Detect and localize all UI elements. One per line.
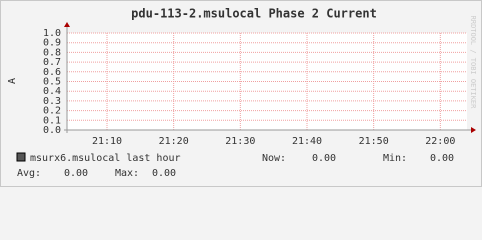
y-tick-label: 0.6	[43, 67, 61, 78]
stat-label: Now:	[262, 153, 286, 164]
chart: pdu-113-2.msulocal Phase 2 Current A RRD…	[0, 0, 482, 187]
y-axis-arrow	[64, 22, 70, 27]
stat-value: 0.00	[64, 168, 88, 179]
stat-label: Min:	[383, 153, 407, 164]
legend-label: msurx6.msulocal last hour	[30, 153, 181, 164]
legend-swatch	[16, 152, 26, 162]
stat-value: 0.00	[152, 168, 176, 179]
x-tick-label: 21:10	[92, 136, 122, 147]
x-axis-arrow	[471, 127, 476, 133]
y-tick-label: 0.4	[43, 86, 61, 97]
stat-value: 0.00	[312, 153, 336, 164]
x-tick-label: 21:50	[359, 136, 389, 147]
y-tick-label: 1.0	[43, 28, 61, 39]
stat-label: Max:	[115, 168, 139, 179]
x-tick-label: 21:40	[292, 136, 322, 147]
y-tick-label: 0.1	[43, 115, 61, 126]
y-tick-label: 0.0	[43, 125, 61, 136]
y-tick-label: 0.9	[43, 38, 61, 49]
watermark: RRDTOOL / TOBI OETIKER	[469, 16, 477, 110]
stat-value: 0.00	[430, 153, 454, 164]
x-tick-label: 22:00	[425, 136, 455, 147]
y-tick-label: 0.8	[43, 47, 61, 58]
y-axis-label: A	[7, 78, 18, 84]
x-tick-label: 21:20	[159, 136, 189, 147]
x-tick-label: 21:30	[225, 136, 255, 147]
y-tick-label: 0.3	[43, 96, 61, 107]
y-tick-label: 0.7	[43, 57, 61, 68]
y-tick-label: 0.2	[43, 106, 61, 117]
stat-label: Avg:	[17, 168, 41, 179]
y-tick-label: 0.5	[43, 77, 61, 88]
chart-title: pdu-113-2.msulocal Phase 2 Current	[131, 7, 377, 21]
